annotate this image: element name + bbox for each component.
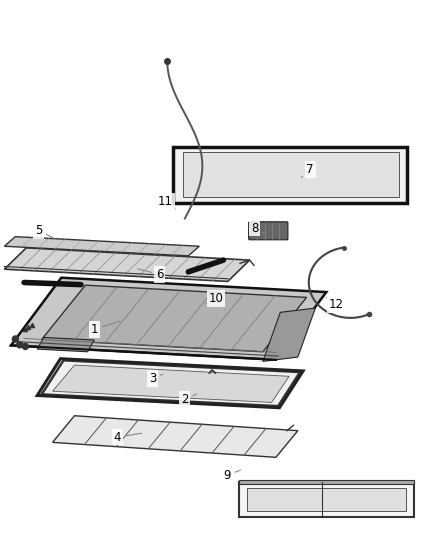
Text: 2: 2 — [181, 393, 197, 406]
Polygon shape — [263, 308, 315, 361]
Text: 12: 12 — [326, 297, 344, 311]
Text: 11: 11 — [158, 195, 175, 209]
Text: 4: 4 — [113, 431, 142, 443]
Text: 10: 10 — [206, 292, 223, 305]
Text: 8: 8 — [251, 222, 265, 235]
Polygon shape — [42, 285, 307, 352]
Polygon shape — [11, 278, 326, 360]
Text: 1: 1 — [90, 321, 120, 336]
Text: 6: 6 — [138, 268, 164, 281]
Text: 9: 9 — [223, 469, 240, 482]
Polygon shape — [42, 360, 300, 406]
Polygon shape — [173, 147, 407, 203]
Text: 3: 3 — [149, 372, 163, 385]
Circle shape — [12, 336, 18, 342]
Polygon shape — [37, 337, 94, 352]
Polygon shape — [4, 237, 199, 256]
Polygon shape — [183, 152, 399, 197]
Polygon shape — [53, 416, 298, 457]
Polygon shape — [53, 365, 289, 402]
Text: 7: 7 — [301, 163, 314, 177]
Polygon shape — [247, 488, 406, 511]
Circle shape — [22, 343, 28, 350]
Text: 5: 5 — [35, 224, 54, 239]
FancyBboxPatch shape — [249, 222, 288, 240]
Polygon shape — [239, 480, 414, 484]
Circle shape — [17, 342, 23, 348]
Polygon shape — [4, 248, 250, 281]
Polygon shape — [239, 482, 414, 517]
